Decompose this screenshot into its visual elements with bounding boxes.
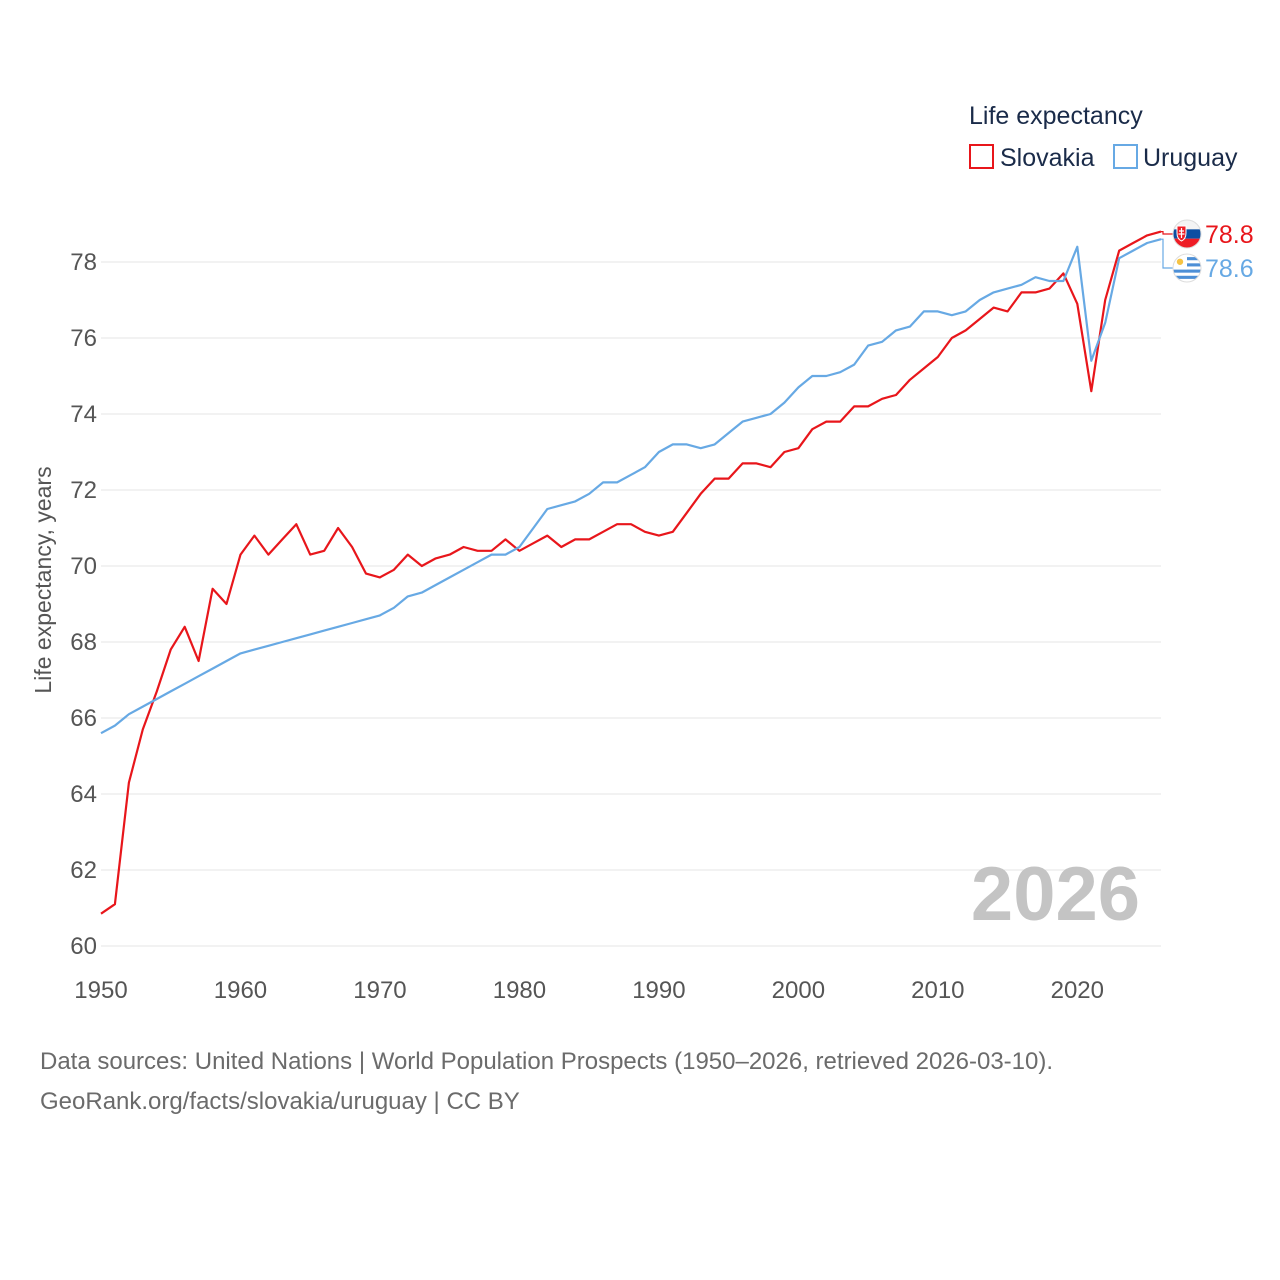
y-tick-label: 70: [70, 553, 97, 580]
x-tick-label: 1950: [74, 977, 127, 1004]
current-year-label: 2026: [971, 852, 1140, 937]
y-tick-label: 68: [70, 629, 97, 656]
legend-title: Life expectancy: [969, 102, 1143, 130]
end-connector: [1161, 231, 1173, 235]
end-markers: 78.8 78.6: [1161, 219, 1254, 283]
series-line-uruguay[interactable]: [100, 238, 1162, 735]
y-tick-label: 74: [70, 401, 97, 428]
x-tick-label: 2000: [772, 977, 825, 1004]
legend: Life expectancy Slovakia Uruguay: [969, 102, 1238, 172]
attribution-line: GeoRank.org/facts/slovakia/uruguay | CC …: [40, 1088, 520, 1115]
gridlines: [101, 261, 1161, 947]
y-tick-label: 76: [70, 325, 97, 352]
end-value-label-slovakia: 78.8: [1205, 221, 1254, 249]
legend-item-slovakia[interactable]: Slovakia: [969, 144, 1095, 172]
legend-label-uruguay: Uruguay: [1143, 144, 1238, 172]
y-axis: 60 62 64 66 68 70 72 74 76 78: [70, 249, 97, 960]
x-tick-label: 1980: [493, 977, 546, 1004]
y-axis-title: Life expectancy, years: [30, 466, 56, 693]
slovakia-flag-icon: [1172, 219, 1202, 249]
y-tick-label: 64: [70, 781, 97, 808]
end-connector: [1161, 238, 1173, 269]
x-axis: 1950 1960 1970 1980 1990 2000 2010 2020: [74, 977, 1104, 1004]
y-tick-label: 60: [70, 933, 97, 960]
x-tick-label: 1990: [632, 977, 685, 1004]
y-tick-label: 78: [70, 249, 97, 276]
y-tick-label: 62: [70, 857, 97, 884]
y-tick-label: 72: [70, 477, 97, 504]
source-line: Data sources: United Nations | World Pop…: [40, 1048, 1054, 1075]
series-lines: [100, 230, 1162, 915]
legend-swatch-slovakia: [969, 144, 994, 169]
x-tick-label: 2010: [911, 977, 964, 1004]
uruguay-flag-icon: [1172, 253, 1202, 283]
series-line-slovakia[interactable]: [100, 230, 1162, 915]
x-tick-label: 2020: [1051, 977, 1104, 1004]
y-tick-label: 66: [70, 705, 97, 732]
x-tick-label: 1960: [214, 977, 267, 1004]
end-value-label-uruguay: 78.6: [1205, 255, 1254, 283]
legend-swatch-uruguay: [1113, 144, 1138, 169]
x-tick-label: 1970: [353, 977, 406, 1004]
legend-label-slovakia: Slovakia: [1000, 144, 1095, 172]
source-note: Data sources: United Nations | World Pop…: [40, 1042, 1240, 1122]
legend-item-uruguay[interactable]: Uruguay: [1113, 144, 1238, 172]
